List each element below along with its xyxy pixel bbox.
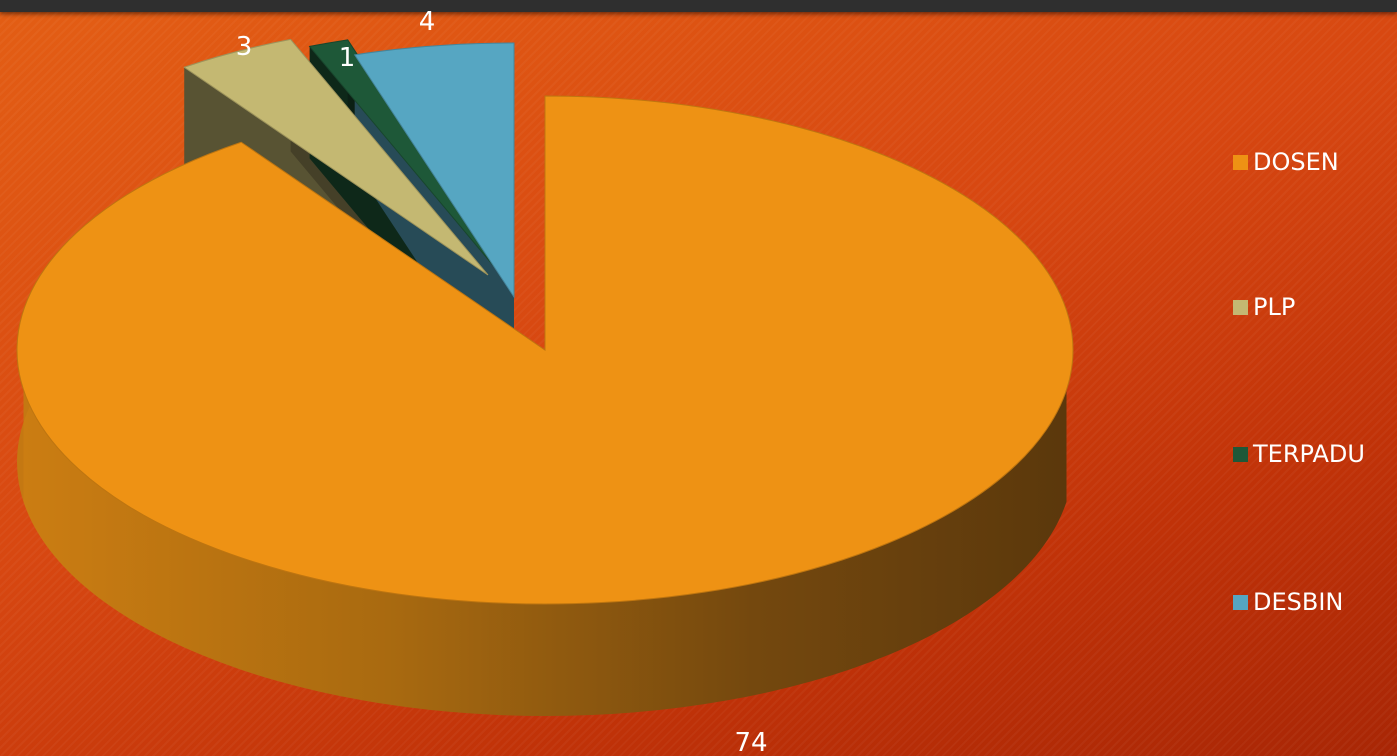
legend-swatch (1233, 154, 1248, 170)
window-top-bar (0, 0, 1397, 12)
legend-item-dosen: DOSEN (1233, 147, 1339, 177)
pie-slice-terpadu (308, 39, 508, 283)
data-label-dosen: 74 (734, 728, 767, 756)
legend-label: DOSEN (1253, 148, 1339, 176)
legend-item-terpadu: TERPADU (1233, 439, 1365, 469)
legend-item-plp: PLP (1233, 292, 1295, 322)
legend-swatch (1233, 299, 1248, 315)
legend-swatch (1233, 446, 1248, 462)
pie-slice-plp (183, 38, 489, 276)
pie-slice-dosen (16, 95, 1074, 605)
pie-slice-desbin (353, 42, 515, 299)
legend-label: PLP (1253, 293, 1296, 321)
data-label-desbin: 4 (419, 7, 436, 37)
data-label-terpadu: 1 (339, 43, 356, 73)
legend-item-desbin: DESBIN (1233, 587, 1343, 617)
legend-label: TERPADU (1253, 440, 1365, 468)
legend-swatch (1233, 594, 1248, 610)
pie-data-labels: 74 3 1 4 (236, 7, 768, 756)
pie-top-layer (16, 38, 1074, 605)
data-label-plp: 3 (236, 32, 253, 62)
legend-label: DESBIN (1253, 588, 1344, 616)
